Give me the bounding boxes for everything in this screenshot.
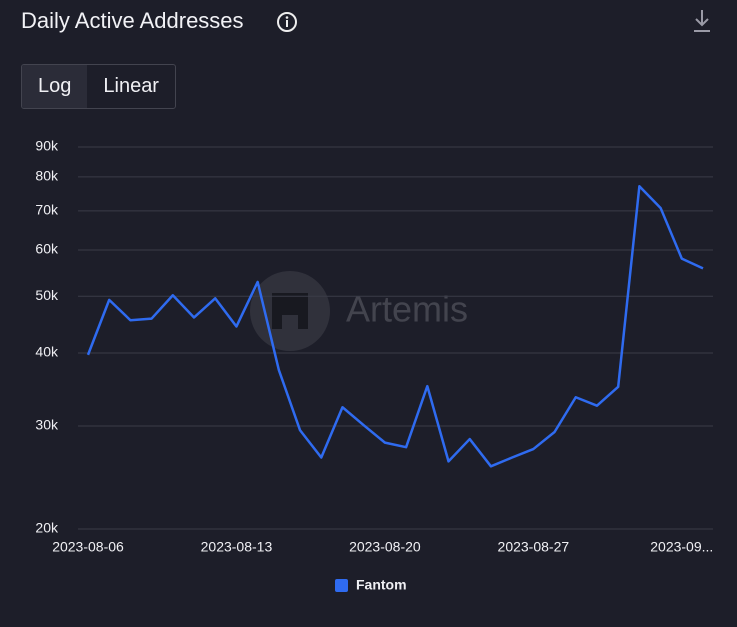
title: Daily Active Addresses	[21, 8, 244, 34]
y-tick-label: 30k	[35, 417, 59, 433]
y-tick-label: 70k	[35, 202, 59, 218]
x-tick-label: 2023-09...	[650, 539, 713, 555]
toggle-button[interactable]: Log	[22, 65, 88, 108]
info-icon[interactable]	[276, 11, 298, 33]
scale-toggle: Log Linear	[21, 64, 176, 109]
x-tick-label: 2023-08-06	[52, 539, 124, 555]
x-tick-label: 2023-08-20	[349, 539, 421, 555]
line	[86, 185, 704, 468]
y-tick-label: 50k	[35, 287, 59, 303]
y-tick-label: 40k	[35, 344, 59, 360]
y-tick-label: 60k	[35, 241, 59, 257]
x-tick-label: 2023-08-13	[201, 539, 273, 555]
y-tick-label: 90k	[35, 138, 59, 154]
watermark: Artemis	[250, 271, 468, 351]
title-text: Daily Active Addresses	[21, 8, 244, 33]
y-tick-label: 20k	[35, 520, 59, 536]
legend-label: Fantom	[356, 577, 407, 593]
watermark-text: Artemis	[346, 289, 468, 330]
download-icon[interactable]	[690, 8, 714, 34]
x-tick-label: 2023-08-27	[498, 539, 570, 555]
y-tick-label: 80k	[35, 168, 59, 184]
legend-swatch	[335, 579, 348, 592]
toggle-button[interactable]: Linear	[103, 75, 159, 97]
